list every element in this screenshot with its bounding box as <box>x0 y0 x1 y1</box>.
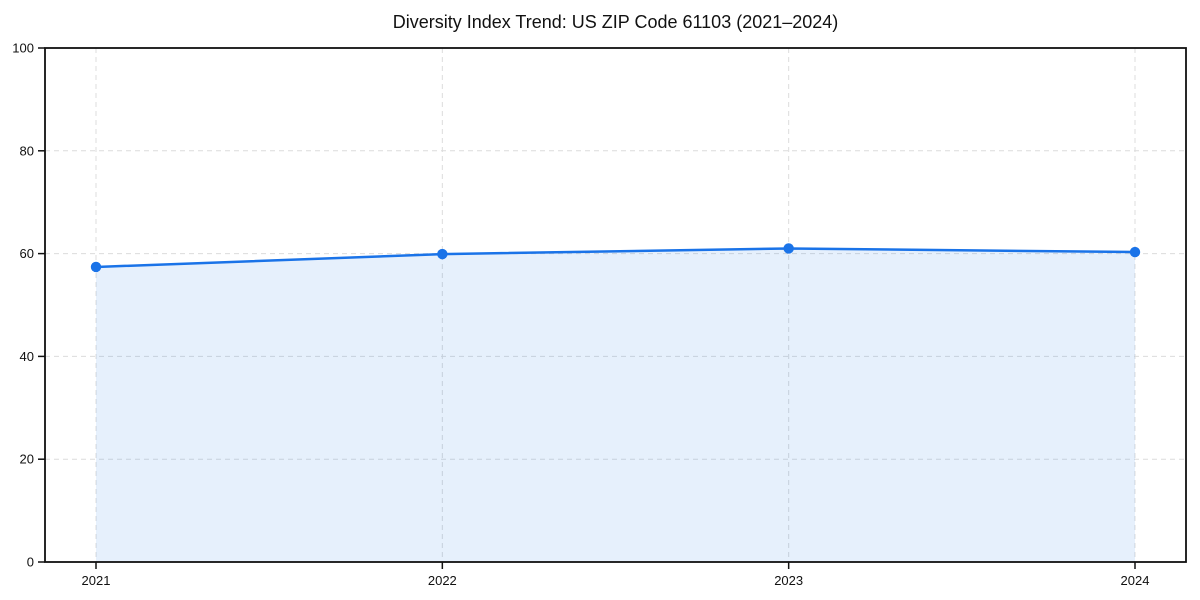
y-tick-label: 100 <box>12 41 34 56</box>
plot-box <box>44 47 1187 563</box>
y-tick-label: 80 <box>20 143 34 158</box>
data-point <box>1129 246 1141 258</box>
trend-line <box>94 247 1137 269</box>
x-tick-label: 2023 <box>774 573 803 588</box>
x-tick-label: 2021 <box>82 573 111 588</box>
data-point <box>90 261 102 273</box>
y-tick-label: 0 <box>27 555 34 570</box>
x-tick-label: 2022 <box>428 573 457 588</box>
y-tick-label: 20 <box>20 452 34 467</box>
y-tick-label: 40 <box>20 349 34 364</box>
chart-title: Diversity Index Trend: US ZIP Code 61103… <box>392 12 839 32</box>
data-point <box>437 248 448 260</box>
area-fill <box>96 248 1135 562</box>
data-point <box>783 243 794 254</box>
x-tick-label: 2024 <box>1121 573 1150 588</box>
y-tick-label: 60 <box>20 246 34 261</box>
